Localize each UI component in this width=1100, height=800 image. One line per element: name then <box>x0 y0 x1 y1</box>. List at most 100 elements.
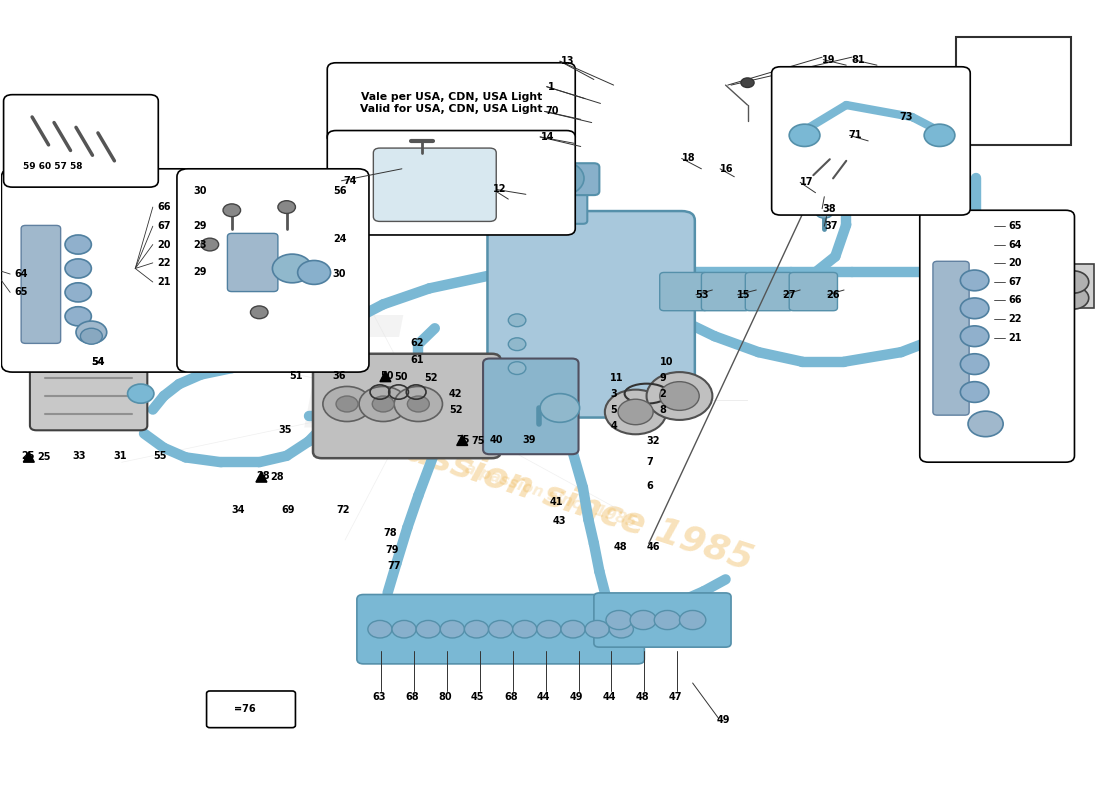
Text: 24: 24 <box>332 234 346 244</box>
Circle shape <box>416 621 440 638</box>
Circle shape <box>80 328 102 344</box>
Circle shape <box>513 621 537 638</box>
Text: 1: 1 <box>548 82 554 92</box>
Text: 73: 73 <box>899 112 912 122</box>
Text: 36: 36 <box>332 371 346 381</box>
Circle shape <box>336 396 358 412</box>
Text: 72: 72 <box>336 505 350 515</box>
Polygon shape <box>23 452 34 462</box>
Text: 52: 52 <box>424 373 438 382</box>
Text: 81: 81 <box>851 54 866 65</box>
Text: 53: 53 <box>695 290 708 300</box>
Text: 22: 22 <box>1009 314 1022 324</box>
Text: 8: 8 <box>660 405 667 414</box>
Text: 66: 66 <box>1009 295 1022 306</box>
Circle shape <box>201 238 219 251</box>
FancyBboxPatch shape <box>520 163 600 195</box>
Text: 9: 9 <box>660 373 667 382</box>
Circle shape <box>367 621 392 638</box>
Text: 64: 64 <box>14 269 29 279</box>
Text: 74: 74 <box>343 176 358 186</box>
Circle shape <box>654 610 681 630</box>
Text: 47: 47 <box>669 691 682 702</box>
Circle shape <box>76 321 107 343</box>
Circle shape <box>606 610 632 630</box>
Circle shape <box>488 621 513 638</box>
Circle shape <box>924 124 955 146</box>
Text: 67: 67 <box>1009 277 1022 287</box>
Circle shape <box>960 382 989 402</box>
FancyBboxPatch shape <box>1 169 194 372</box>
Circle shape <box>323 386 371 422</box>
Text: 62: 62 <box>410 338 425 347</box>
Text: 7: 7 <box>647 457 653 467</box>
Circle shape <box>789 124 820 146</box>
FancyBboxPatch shape <box>594 593 732 647</box>
Text: 3: 3 <box>610 389 617 398</box>
Text: 30: 30 <box>194 186 207 196</box>
Text: 19: 19 <box>822 54 836 65</box>
Text: 14: 14 <box>541 132 554 142</box>
Text: 70: 70 <box>546 106 559 117</box>
FancyBboxPatch shape <box>483 358 579 454</box>
Text: 59 60 57 58: 59 60 57 58 <box>23 162 82 171</box>
Text: 35: 35 <box>278 426 292 435</box>
Circle shape <box>508 338 526 350</box>
Polygon shape <box>256 472 267 482</box>
Text: 23: 23 <box>194 239 207 250</box>
Text: 49: 49 <box>570 691 583 702</box>
Text: 26: 26 <box>826 290 840 300</box>
FancyBboxPatch shape <box>328 62 575 143</box>
Text: 50: 50 <box>394 372 408 382</box>
Text: 12: 12 <box>493 184 506 194</box>
Text: 68: 68 <box>405 691 419 702</box>
Text: 32: 32 <box>647 437 660 446</box>
Circle shape <box>660 382 700 410</box>
Text: 30: 30 <box>332 269 346 279</box>
Circle shape <box>65 235 91 254</box>
Bar <box>956 38 1071 145</box>
Text: 43: 43 <box>552 516 565 526</box>
Text: 66: 66 <box>157 202 170 212</box>
Circle shape <box>536 161 584 196</box>
Polygon shape <box>217 710 228 721</box>
Circle shape <box>278 201 296 214</box>
Circle shape <box>585 621 609 638</box>
FancyBboxPatch shape <box>532 186 587 224</box>
FancyBboxPatch shape <box>746 273 793 310</box>
Circle shape <box>464 621 488 638</box>
Text: 10: 10 <box>660 357 673 366</box>
Circle shape <box>968 411 1003 437</box>
Text: 44: 44 <box>537 691 550 702</box>
FancyBboxPatch shape <box>771 66 970 215</box>
Circle shape <box>372 396 394 412</box>
Text: 16: 16 <box>720 164 734 174</box>
Text: 28: 28 <box>256 470 270 481</box>
Text: 39: 39 <box>522 435 536 445</box>
Text: 5: 5 <box>610 405 617 414</box>
FancyBboxPatch shape <box>356 594 645 664</box>
Circle shape <box>394 386 442 422</box>
Text: 17: 17 <box>800 178 814 187</box>
Text: 29: 29 <box>194 267 207 278</box>
Text: 25: 25 <box>21 451 34 461</box>
Text: 15: 15 <box>737 290 750 300</box>
Text: 54: 54 <box>91 357 104 366</box>
Circle shape <box>508 362 526 374</box>
Text: 25: 25 <box>37 452 51 462</box>
FancyBboxPatch shape <box>933 262 969 415</box>
Text: 75: 75 <box>456 435 470 445</box>
Text: 21: 21 <box>1009 333 1022 343</box>
Text: 67: 67 <box>157 222 170 231</box>
Circle shape <box>251 306 268 318</box>
Circle shape <box>273 254 312 283</box>
FancyBboxPatch shape <box>228 234 278 291</box>
Text: a passion since 1985: a passion since 1985 <box>343 414 757 578</box>
Text: 11: 11 <box>610 373 624 382</box>
FancyBboxPatch shape <box>177 169 368 372</box>
Text: 80: 80 <box>438 691 452 702</box>
Text: 40: 40 <box>490 435 503 445</box>
Text: Vale per USA, CDN, USA Light
Valid for USA, CDN, USA Light: Vale per USA, CDN, USA Light Valid for U… <box>360 92 542 114</box>
FancyBboxPatch shape <box>207 691 296 728</box>
FancyBboxPatch shape <box>487 211 695 418</box>
